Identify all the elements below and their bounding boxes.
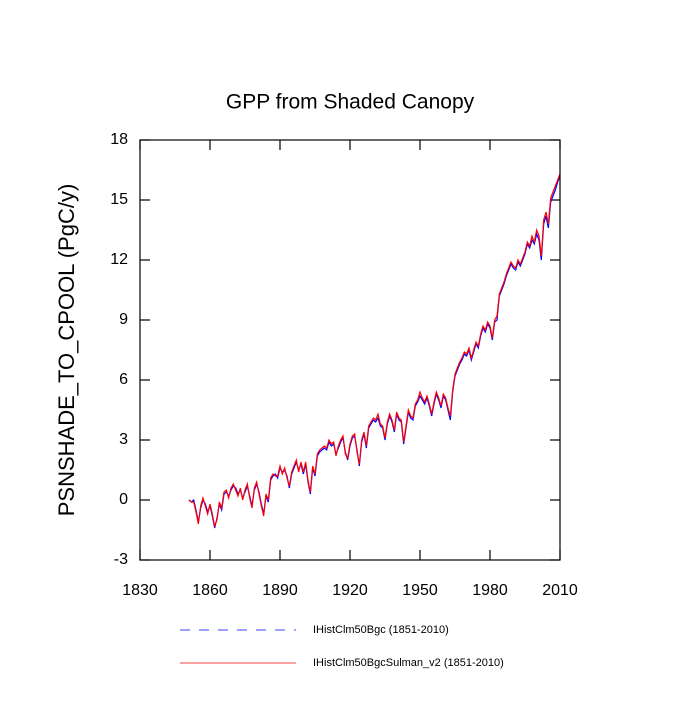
- x-tick-label: 1830: [122, 582, 158, 599]
- x-tick-label: 1980: [472, 582, 508, 599]
- y-tick-label: 0: [119, 491, 128, 508]
- x-tick-label: 1950: [402, 582, 438, 599]
- legend-label: IHistClm50Bgc (1851-2010): [313, 624, 449, 636]
- y-tick-label: 9: [119, 311, 128, 328]
- y-axis-label: PSNSHADE_TO_CPOOL (PgC/y): [54, 184, 79, 517]
- x-tick-label: 2010: [542, 582, 578, 599]
- series-line: [188, 173, 561, 529]
- legend-label: IHistClm50BgcSulman_v2 (1851-2010): [313, 657, 504, 669]
- y-tick-label: 15: [110, 191, 128, 208]
- x-tick-label: 1860: [192, 582, 228, 599]
- y-tick-label: -3: [114, 551, 128, 568]
- y-tick-label: 6: [119, 371, 128, 388]
- y-tick-label: 18: [110, 131, 128, 148]
- x-tick-label: 1920: [332, 582, 368, 599]
- y-tick-label: 12: [110, 251, 128, 268]
- chart-title: GPP from Shaded Canopy: [226, 91, 475, 114]
- x-tick-label: 1890: [262, 582, 298, 599]
- y-tick-label: 3: [119, 431, 128, 448]
- plot-frame: [139, 139, 561, 561]
